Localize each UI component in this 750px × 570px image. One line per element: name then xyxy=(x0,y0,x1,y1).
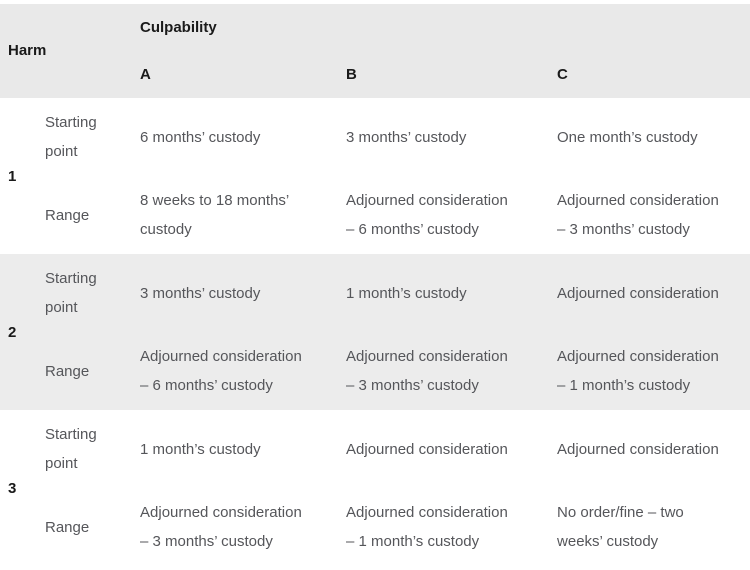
harm1-range-a: 8 weeks to 18 months’ custody xyxy=(140,192,290,238)
harm2-range-label: Range xyxy=(45,362,90,380)
harm3-range-row: Range Adjourned consideration – 3 months… xyxy=(0,488,750,566)
harm-header: Harm xyxy=(8,42,47,59)
harm1-number: 1 xyxy=(8,167,17,185)
harm1-starting-label: Starting point xyxy=(45,114,97,160)
harm3-starting-label: Starting point xyxy=(45,426,97,472)
harm2-range-b: Adjourned consideration – 3 months’ cust… xyxy=(346,348,508,394)
harm3-range-b: Adjourned consideration – 1 month’s cust… xyxy=(346,504,508,550)
harm2-starting-row: 2 Starting point 3 months’ custody 1 mon… xyxy=(0,254,750,341)
harm2-range-a: Adjourned consideration – 6 months’ cust… xyxy=(140,348,302,394)
harm1-starting-b: 3 months’ custody xyxy=(346,128,467,146)
harm1-range-b: Adjourned consideration – 6 months’ cust… xyxy=(346,192,508,238)
harm2-starting-a: 3 months’ custody xyxy=(140,284,261,302)
harm1-range-row: Range 8 weeks to 18 months’ custody Adjo… xyxy=(0,176,750,254)
harm3-range-label: Range xyxy=(45,518,90,536)
harm1-range-c: Adjourned consideration – 3 months’ cust… xyxy=(557,192,719,238)
column-header-c: C xyxy=(557,65,568,83)
harm1-starting-row: 1 Starting point 6 months’ custody 3 mon… xyxy=(0,98,750,185)
harm3-starting-b: Adjourned consideration xyxy=(346,440,508,458)
harm1-starting-a: 6 months’ custody xyxy=(140,128,261,146)
header-row-culpability: Harm Culpability xyxy=(0,4,750,59)
harm3-starting-row: 3 Starting point 1 month’s custody Adjou… xyxy=(0,410,750,497)
harm2-starting-label: Starting point xyxy=(45,270,97,316)
harm2-starting-c: Adjourned consideration xyxy=(557,284,719,302)
harm1-starting-c: One month’s custody xyxy=(557,128,698,146)
column-header-a: A xyxy=(140,65,151,83)
harm3-range-a: Adjourned consideration – 3 months’ cust… xyxy=(140,504,302,550)
harm3-number: 3 xyxy=(8,479,17,497)
harm2-starting-b: 1 month’s custody xyxy=(346,284,467,302)
sentencing-guideline-table: Harm Culpability A B C 1 Starting point … xyxy=(0,4,750,566)
culpability-header: Culpability xyxy=(140,18,217,36)
column-header-b: B xyxy=(346,65,357,83)
harm3-starting-a: 1 month’s custody xyxy=(140,440,261,458)
harm3-range-c: No order/fine – two weeks’ custody xyxy=(557,504,684,550)
harm2-range-row: Range Adjourned consideration – 6 months… xyxy=(0,332,750,410)
harm2-number: 2 xyxy=(8,323,17,341)
harm3-starting-c: Adjourned consideration xyxy=(557,440,719,458)
harm1-range-label: Range xyxy=(45,206,90,224)
harm2-range-c: Adjourned consideration – 1 month’s cust… xyxy=(557,348,719,394)
